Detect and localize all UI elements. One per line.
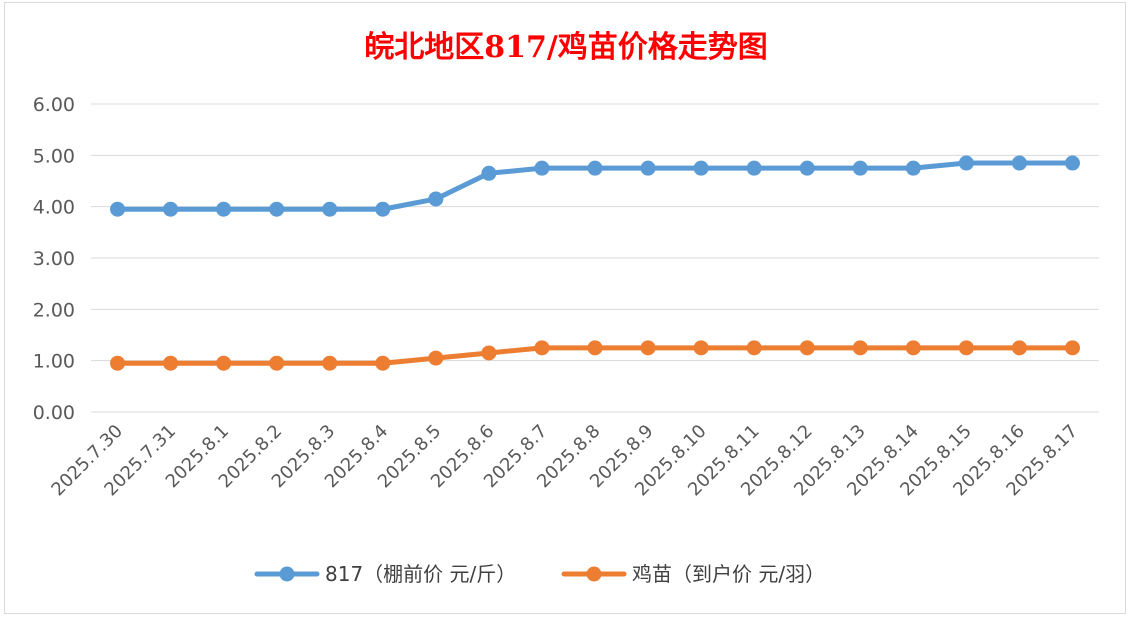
data-point bbox=[163, 355, 179, 371]
legend-item: 817（棚前价 元/斤） bbox=[254, 562, 516, 586]
data-point bbox=[269, 355, 285, 371]
data-point bbox=[1011, 340, 1027, 356]
series-1 bbox=[110, 155, 1080, 217]
y-tick-label: 5.00 bbox=[33, 145, 75, 167]
legend-label: 817（棚前价 元/斤） bbox=[325, 562, 516, 586]
data-point bbox=[905, 340, 921, 356]
data-point bbox=[746, 160, 762, 176]
data-point bbox=[322, 355, 338, 371]
data-point bbox=[693, 340, 709, 356]
chart-title: 皖北地区817/鸡苗价格走势图 bbox=[364, 30, 768, 65]
data-point bbox=[216, 201, 232, 217]
line-chart: 皖北地区817/鸡苗价格走势图 0.00 1.00 2.00 3.00 4.00 5.00… bbox=[33, 30, 1099, 586]
y-tick-label: 4.00 bbox=[33, 197, 75, 219]
data-point bbox=[852, 160, 868, 176]
data-point bbox=[110, 201, 126, 217]
data-point bbox=[269, 201, 285, 217]
data-point bbox=[1064, 155, 1080, 171]
data-point bbox=[216, 355, 232, 371]
x-axis-ticks: 2025.7.302025.7.312025.8.12025.8.22025.8… bbox=[47, 421, 1082, 501]
chart-frame: 皖北地区817/鸡苗价格走势图 0.00 1.00 2.00 3.00 4.00 5.00… bbox=[4, 2, 1126, 614]
data-point bbox=[693, 160, 709, 176]
y-tick-label: 6.00 bbox=[33, 94, 75, 116]
legend-marker bbox=[279, 566, 295, 582]
data-point bbox=[481, 165, 497, 181]
data-point bbox=[110, 355, 126, 371]
y-tick-label: 1.00 bbox=[33, 351, 75, 373]
y-axis-ticks: 0.00 1.00 2.00 3.00 4.00 5.00 6.00 bbox=[33, 94, 75, 424]
data-point bbox=[322, 201, 338, 217]
series-layer bbox=[110, 155, 1080, 371]
data-point bbox=[799, 160, 815, 176]
y-tick-label: 2.00 bbox=[33, 299, 75, 321]
data-point bbox=[905, 160, 921, 176]
y-tick-label: 3.00 bbox=[33, 248, 75, 270]
data-point bbox=[640, 160, 656, 176]
legend-label: 鸡苗（到户价 元/羽） bbox=[632, 562, 825, 586]
legend-item: 鸡苗（到户价 元/羽） bbox=[561, 562, 825, 586]
data-point bbox=[1011, 155, 1027, 171]
data-point bbox=[375, 355, 391, 371]
legend-marker bbox=[586, 566, 602, 582]
data-point bbox=[428, 191, 444, 207]
data-point bbox=[746, 340, 762, 356]
data-point bbox=[640, 340, 656, 356]
data-point bbox=[958, 340, 974, 356]
data-point bbox=[428, 350, 444, 366]
series-2 bbox=[110, 340, 1080, 371]
data-point bbox=[1064, 340, 1080, 356]
gridlines bbox=[91, 103, 1099, 413]
data-point bbox=[534, 160, 550, 176]
legend: 817（棚前价 元/斤） 鸡苗（到户价 元/羽） bbox=[254, 562, 825, 586]
data-point bbox=[481, 345, 497, 361]
data-point bbox=[534, 340, 550, 356]
data-point bbox=[587, 340, 603, 356]
data-point bbox=[587, 160, 603, 176]
y-tick-label: 0.00 bbox=[33, 402, 75, 424]
data-point bbox=[375, 201, 391, 217]
data-point bbox=[852, 340, 868, 356]
data-point bbox=[958, 155, 974, 171]
data-point bbox=[163, 201, 179, 217]
data-point bbox=[799, 340, 815, 356]
